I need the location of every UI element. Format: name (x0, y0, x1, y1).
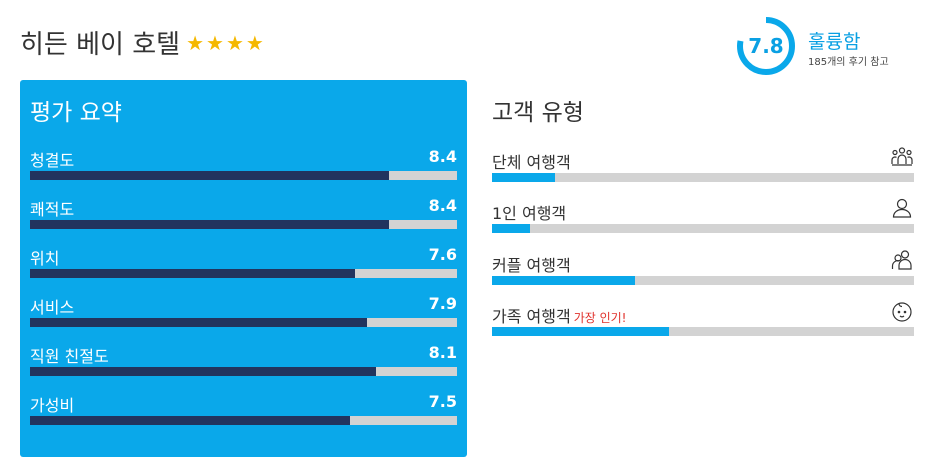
star-icon: ★ (206, 30, 224, 55)
rating-bar-fill (30, 171, 389, 180)
rating-row-cleanliness: 청결도 8.4 (30, 147, 457, 183)
traveler-type-label: 가족 여행객 가장 인기! (492, 303, 626, 327)
traveler-bar (492, 276, 914, 285)
traveler-bar-fill (492, 276, 636, 285)
rating-bar (30, 318, 457, 327)
star-icon: ★ (186, 30, 204, 55)
rating-row-comfort: 쾌적도 8.4 (30, 196, 457, 232)
couple-icon (891, 250, 912, 270)
group-icon (891, 147, 913, 166)
rating-label: 쾌적도 (30, 200, 75, 219)
traveler-bar-fill (492, 224, 530, 233)
traveler-type-solo[interactable]: 1인 여행객 (492, 198, 914, 240)
score-ring-arc (737, 17, 795, 75)
hotel-title: 히든 베이 호텔 ★ ★ ★ ★ (20, 24, 264, 61)
rating-summary-title: 평가 요약 (30, 100, 122, 126)
rating-bar-fill (30, 367, 376, 376)
rating-bar-fill (30, 416, 351, 425)
hotel-name: 히든 베이 호텔 (20, 30, 181, 60)
rating-label: 위치 (30, 249, 60, 268)
overall-score: 7.8 훌륭함 185개의 후기 참고 (735, 15, 935, 77)
traveler-type-label: 단체 여행객 (492, 153, 571, 172)
traveler-types-title: 고객 유형 (492, 100, 584, 126)
rating-bar (30, 367, 457, 376)
traveler-type-label-text: 가족 여행객 (492, 307, 571, 326)
baby-icon (892, 302, 912, 322)
rating-label: 청결도 (30, 151, 75, 170)
score-ring (737, 17, 795, 75)
rating-row-service: 서비스 7.9 (30, 294, 457, 330)
rating-bar-fill (30, 220, 389, 229)
most-popular-badge: 가장 인기! (573, 311, 627, 325)
rating-value: 8.4 (428, 196, 457, 215)
rating-bar (30, 269, 457, 278)
rating-row-value-for-money: 가성비 7.5 (30, 392, 457, 428)
traveler-type-family[interactable]: 가족 여행객 가장 인기! (492, 302, 914, 343)
rating-bar-fill (30, 269, 355, 278)
traveler-type-group[interactable]: 단체 여행객 (492, 147, 914, 189)
score-label: 훌륭함 (808, 31, 861, 53)
person-icon (892, 198, 912, 218)
rating-bar (30, 171, 457, 180)
rating-value: 7.6 (428, 245, 457, 264)
rating-bar (30, 416, 457, 425)
traveler-type-label: 1인 여행객 (492, 204, 567, 223)
rating-row-staff: 직원 친절도 8.1 (30, 343, 457, 379)
traveler-type-label: 커플 여행객 (492, 256, 571, 275)
score-value: 7.8 (748, 34, 784, 58)
rating-label: 서비스 (30, 298, 75, 317)
star-icon: ★ (225, 30, 244, 55)
traveler-bar-fill (492, 327, 670, 336)
rating-row-location: 위치 7.6 (30, 245, 457, 281)
rating-label: 직원 친절도 (30, 347, 109, 366)
rating-bar (30, 220, 457, 229)
traveler-bar (492, 173, 914, 182)
traveler-bar (492, 327, 914, 336)
traveler-type-couple[interactable]: 커플 여행객 (492, 250, 914, 292)
rating-bar-fill (30, 318, 368, 327)
rating-value: 7.5 (428, 392, 457, 411)
rating-value: 8.4 (428, 147, 457, 166)
review-count: 185개의 후기 참고 (808, 57, 889, 68)
star-icon: ★ (245, 30, 264, 55)
rating-summary-panel: 평가 요약 청결도 8.4 쾌적도 8.4 위치 7.6 서비스 7.9 직원 … (20, 80, 467, 457)
traveler-bar-fill (492, 173, 556, 182)
rating-label: 가성비 (30, 396, 75, 415)
rating-value: 8.1 (428, 343, 457, 362)
rating-value: 7.9 (428, 294, 457, 313)
star-rating: ★ ★ ★ ★ (186, 33, 264, 53)
traveler-bar (492, 224, 914, 233)
